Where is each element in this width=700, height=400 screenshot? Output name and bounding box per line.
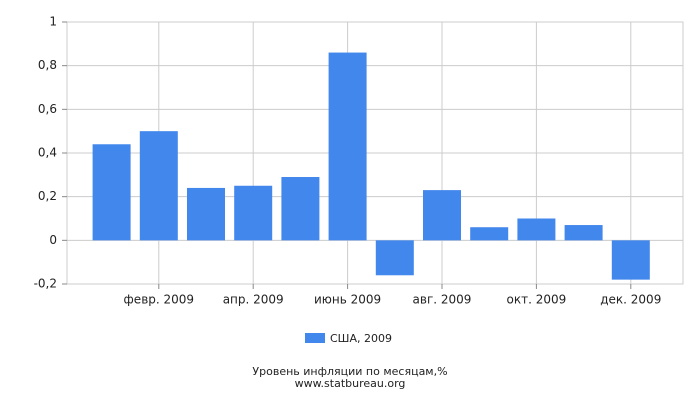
bar <box>517 218 556 241</box>
bar <box>328 52 367 241</box>
y-tick-label: -0,2 <box>34 277 57 291</box>
bar <box>187 187 225 241</box>
x-tick-label: апр. 2009 <box>223 293 284 307</box>
y-tick-label: 0,2 <box>38 189 57 203</box>
source: www.statbureau.org <box>295 377 406 390</box>
bar <box>423 190 461 241</box>
bar <box>92 144 131 241</box>
y-tick-label: 0,4 <box>38 146 57 160</box>
x-tick-label: июнь 2009 <box>314 293 381 307</box>
y-tick-label: 0 <box>49 233 57 247</box>
bar <box>281 177 320 241</box>
bar <box>375 240 414 276</box>
chart-title: Уровень инфляции по месяцам,% <box>252 365 447 378</box>
bar <box>611 240 650 280</box>
y-tick-label: 0,8 <box>38 58 57 72</box>
y-tick-label: 1 <box>49 15 57 29</box>
x-tick-label: авг. 2009 <box>413 293 472 307</box>
bar <box>470 227 509 241</box>
bar <box>139 131 178 241</box>
legend-label: США, 2009 <box>330 332 392 345</box>
bar <box>234 185 273 241</box>
x-tick-label: дек. 2009 <box>600 293 661 307</box>
x-tick-label: февр. 2009 <box>124 293 195 307</box>
bar <box>564 225 603 241</box>
x-tick-label: окт. 2009 <box>507 293 567 307</box>
legend-swatch <box>305 333 325 343</box>
y-tick-label: 0,6 <box>38 102 57 116</box>
